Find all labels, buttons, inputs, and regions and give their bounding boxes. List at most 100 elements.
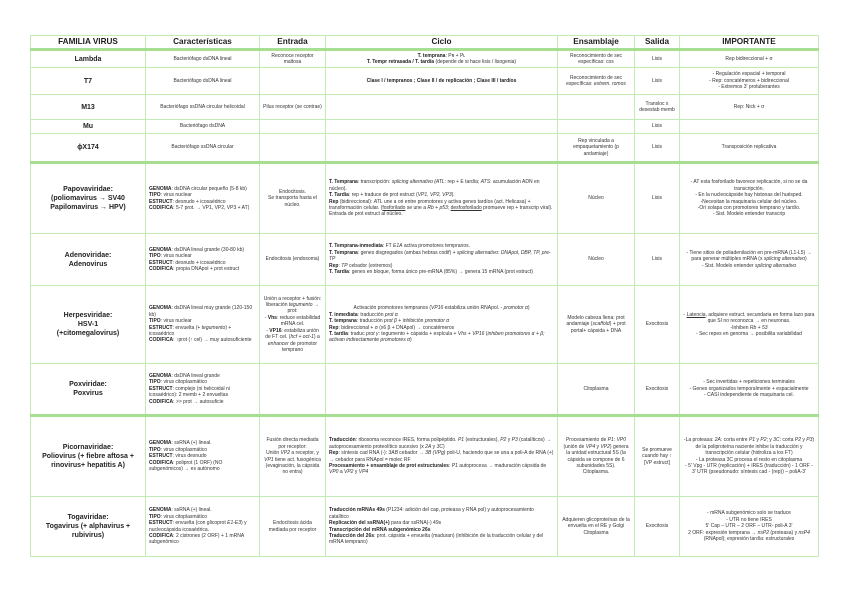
text-segment: 2A xyxy=(425,443,432,450)
text-segment: : 2 cistrones (2 ORF) + 1 mRNA subgenómi… xyxy=(149,532,244,546)
cell-ensamblaje: Reconocimiento de sec específicas: cos xyxy=(557,49,635,68)
text-segment: - xyxy=(264,314,268,321)
cell-line: - Sist. Modelo entender splicing alterna… xyxy=(683,263,815,269)
cell-line: Lisis xyxy=(638,256,676,262)
text-segment: Bacteriófago dsDNA lineal xyxy=(173,77,232,84)
cell-line: Bacteriófago dsDNA xyxy=(149,123,256,129)
cell-line: Replicación del ssRNA(+) para dar ssRNA(… xyxy=(329,520,554,526)
cell-line: Traducción mRNAs 49s (P1234: adición del… xyxy=(329,507,554,520)
header-row: FAMILIA VIRUS Características Entrada Ci… xyxy=(30,35,819,51)
cell-line: - mRNA subgenómico solo se traduce xyxy=(683,510,815,516)
text-segment: a receptor, y xyxy=(290,450,319,457)
cell-line: TIPO: virus citoplasmático xyxy=(149,514,256,520)
cell-salida: Lisis xyxy=(634,162,680,234)
text-segment: autoprocesa → maduración cápsida de xyxy=(457,462,547,469)
text-segment: ϕX174 xyxy=(77,144,99,151)
text-segment: Adenovirus xyxy=(68,260,108,268)
cell-importante: - Latencia, adquiere estruct. secundaria… xyxy=(679,285,819,364)
cell-line: - Tiene sitios de poliadenilación en pre… xyxy=(683,250,815,263)
table-row: M13 Bacteriófago ssDNA circular helicoida… xyxy=(30,94,819,120)
cell-line: - Sist. Modelo entender transcrip xyxy=(683,211,815,217)
cell-ensamblaje: Núcleo xyxy=(557,162,635,234)
text-segment: ESTRUCT xyxy=(149,259,173,266)
text-segment: -Inhiben xyxy=(730,324,750,331)
cell-entrada xyxy=(259,119,326,134)
text-segment: : envuelta (+ xyxy=(172,324,202,331)
text-segment: : bidireccional + σ (x6 β + DNApol) → co… xyxy=(338,324,455,331)
cell-line: - Extremos 3' protuberantes xyxy=(683,84,815,90)
text-segment: y xyxy=(755,437,761,444)
text-segment: ESTRUCT xyxy=(149,324,173,331)
text-segment: VP4 xyxy=(585,443,596,450)
text-segment: HSV-1 xyxy=(77,321,99,328)
text-segment: Traducción mRNAs 49s xyxy=(329,507,385,514)
text-segment: Fusión directa mediada por receptor: xyxy=(266,437,319,450)
text-segment: Togaviridae: xyxy=(67,514,109,521)
text-segment: Citoplasma. xyxy=(582,469,610,476)
cell-familia: Poxviridae: Poxvirus xyxy=(30,363,146,417)
text-segment: T. Temprana-inmediata xyxy=(329,243,383,250)
cell-line: T. tardía: traduc prot γ: tegumento + cá… xyxy=(329,331,554,344)
cell-line: Bacteriófago dsDNA lineal xyxy=(149,56,256,62)
cell-caracteristicas: Bacteriófago dsDNA lineal xyxy=(145,49,260,68)
text-segment: CODIFICA xyxy=(149,337,174,344)
cell-line: Fusión directa mediada por receptor: xyxy=(263,437,322,450)
cell-line: Rep: bidireccional + σ (x6 β + DNApol) →… xyxy=(329,325,554,331)
cell-line: Adenoviridae: xyxy=(34,251,142,260)
cell-line: TIPO: virus nuclear xyxy=(149,253,256,259)
text-segment: - Sec invertidas + repeticiones terminal… xyxy=(703,379,795,386)
text-segment: VP2 xyxy=(600,443,610,450)
text-segment: Lisis xyxy=(651,123,662,130)
text-segment: ). xyxy=(451,192,455,199)
text-segment: M13 xyxy=(81,103,95,111)
cell-line: Transloc x desestab memb xyxy=(638,101,676,114)
cell-line: Poliovirus (+ fiebre aftosa + rinovirus+… xyxy=(34,452,142,470)
cell-line: GENOMA: dsDNA circular pequeño (5-8 kb) xyxy=(149,186,256,192)
text-segment: Rep xyxy=(329,198,339,205)
text-segment: Rep xyxy=(329,324,339,331)
cell-entrada: Endocitosis (endosoma) xyxy=(259,233,326,286)
text-segment: T. temprana xyxy=(329,318,357,325)
text-segment: Citoplasma xyxy=(583,385,609,392)
text-segment: ESTRUCT xyxy=(149,520,173,527)
header-ciclo: Ciclo xyxy=(325,35,558,51)
text-segment: - Sist. Modelo entender transcrip xyxy=(712,211,786,218)
text-segment: splicing alternativo xyxy=(763,256,805,263)
text-segment: , adquiere estruct. secundaria en forma … xyxy=(705,311,815,325)
text-segment: GENOMA xyxy=(149,305,172,312)
text-segment: Latencia xyxy=(686,311,706,318)
text-segment: Rep xyxy=(329,450,339,457)
text-segment: Exocitosis xyxy=(645,385,669,392)
cell-familia: Papovaviridae: (poliomavirus → SV40 Papilo… xyxy=(30,162,146,234)
cell-familia: Togaviridae: Togavirus (+ alphavirus + ru… xyxy=(30,496,146,557)
cell-line: (poliomavirus → SV40 xyxy=(34,194,142,203)
text-segment: : virus nuclear xyxy=(160,253,192,260)
cell-line: ESTRUCT: desnudo + icosaédrico xyxy=(149,260,256,266)
text-segment: de promotor temprano xyxy=(281,340,318,353)
cell-line: Lisis xyxy=(638,78,676,84)
cell-entrada: Reconoce receptor maltosa xyxy=(259,49,326,68)
cell-importante: - Sec invertidas + repeticiones terminal… xyxy=(679,363,819,417)
cell-line: Clase I / tempranos ; Clase II / de repl… xyxy=(329,78,554,84)
text-segment: CODIFICA xyxy=(149,398,174,405)
cell-line: Mu xyxy=(34,122,142,131)
cell-caracteristicas: Bacteriófago ssDNA circular xyxy=(145,133,260,164)
cell-line: ESTRUCT: envuelta (+ tegumento) + icosaé… xyxy=(149,325,256,338)
cell-caracteristicas: GENOMA: dsDNA lineal grande TIPO: virus c… xyxy=(145,363,260,417)
cell-line: Adenovirus xyxy=(34,260,142,269)
cell-line: Citoplasma xyxy=(561,530,631,536)
cell-line: T. temprana: Pʀ + Pʟ xyxy=(329,53,554,59)
cell-line: GENOMA: dsDNA lineal muy grande (120-150… xyxy=(149,305,256,318)
text-segment: Entrada de prot estruct al núcleo. xyxy=(329,211,403,218)
text-segment: CODIFICA xyxy=(149,204,174,211)
text-segment: - AT esta fosforilado favorece replicaci… xyxy=(690,179,808,192)
cell-ensamblaje: Reconocimiento de sec específicas: extre… xyxy=(557,67,635,95)
text-segment: ATS xyxy=(480,179,491,186)
cell-line: ESTRUCT: envuelta (con glicoprot E1-E3) … xyxy=(149,520,256,533)
text-segment: cebador → xyxy=(397,450,426,457)
text-segment: Bacteriófago ssDNA circular helicoidal xyxy=(160,103,245,110)
text-segment: promotor α xyxy=(503,305,528,312)
text-segment: + inhibición xyxy=(396,318,425,325)
text-segment: Poliovirus (+ fiebre aftosa + rinovirus+… xyxy=(42,453,134,469)
cell-ciclo: Activación promotores tempranos (VP16 es… xyxy=(325,285,558,364)
